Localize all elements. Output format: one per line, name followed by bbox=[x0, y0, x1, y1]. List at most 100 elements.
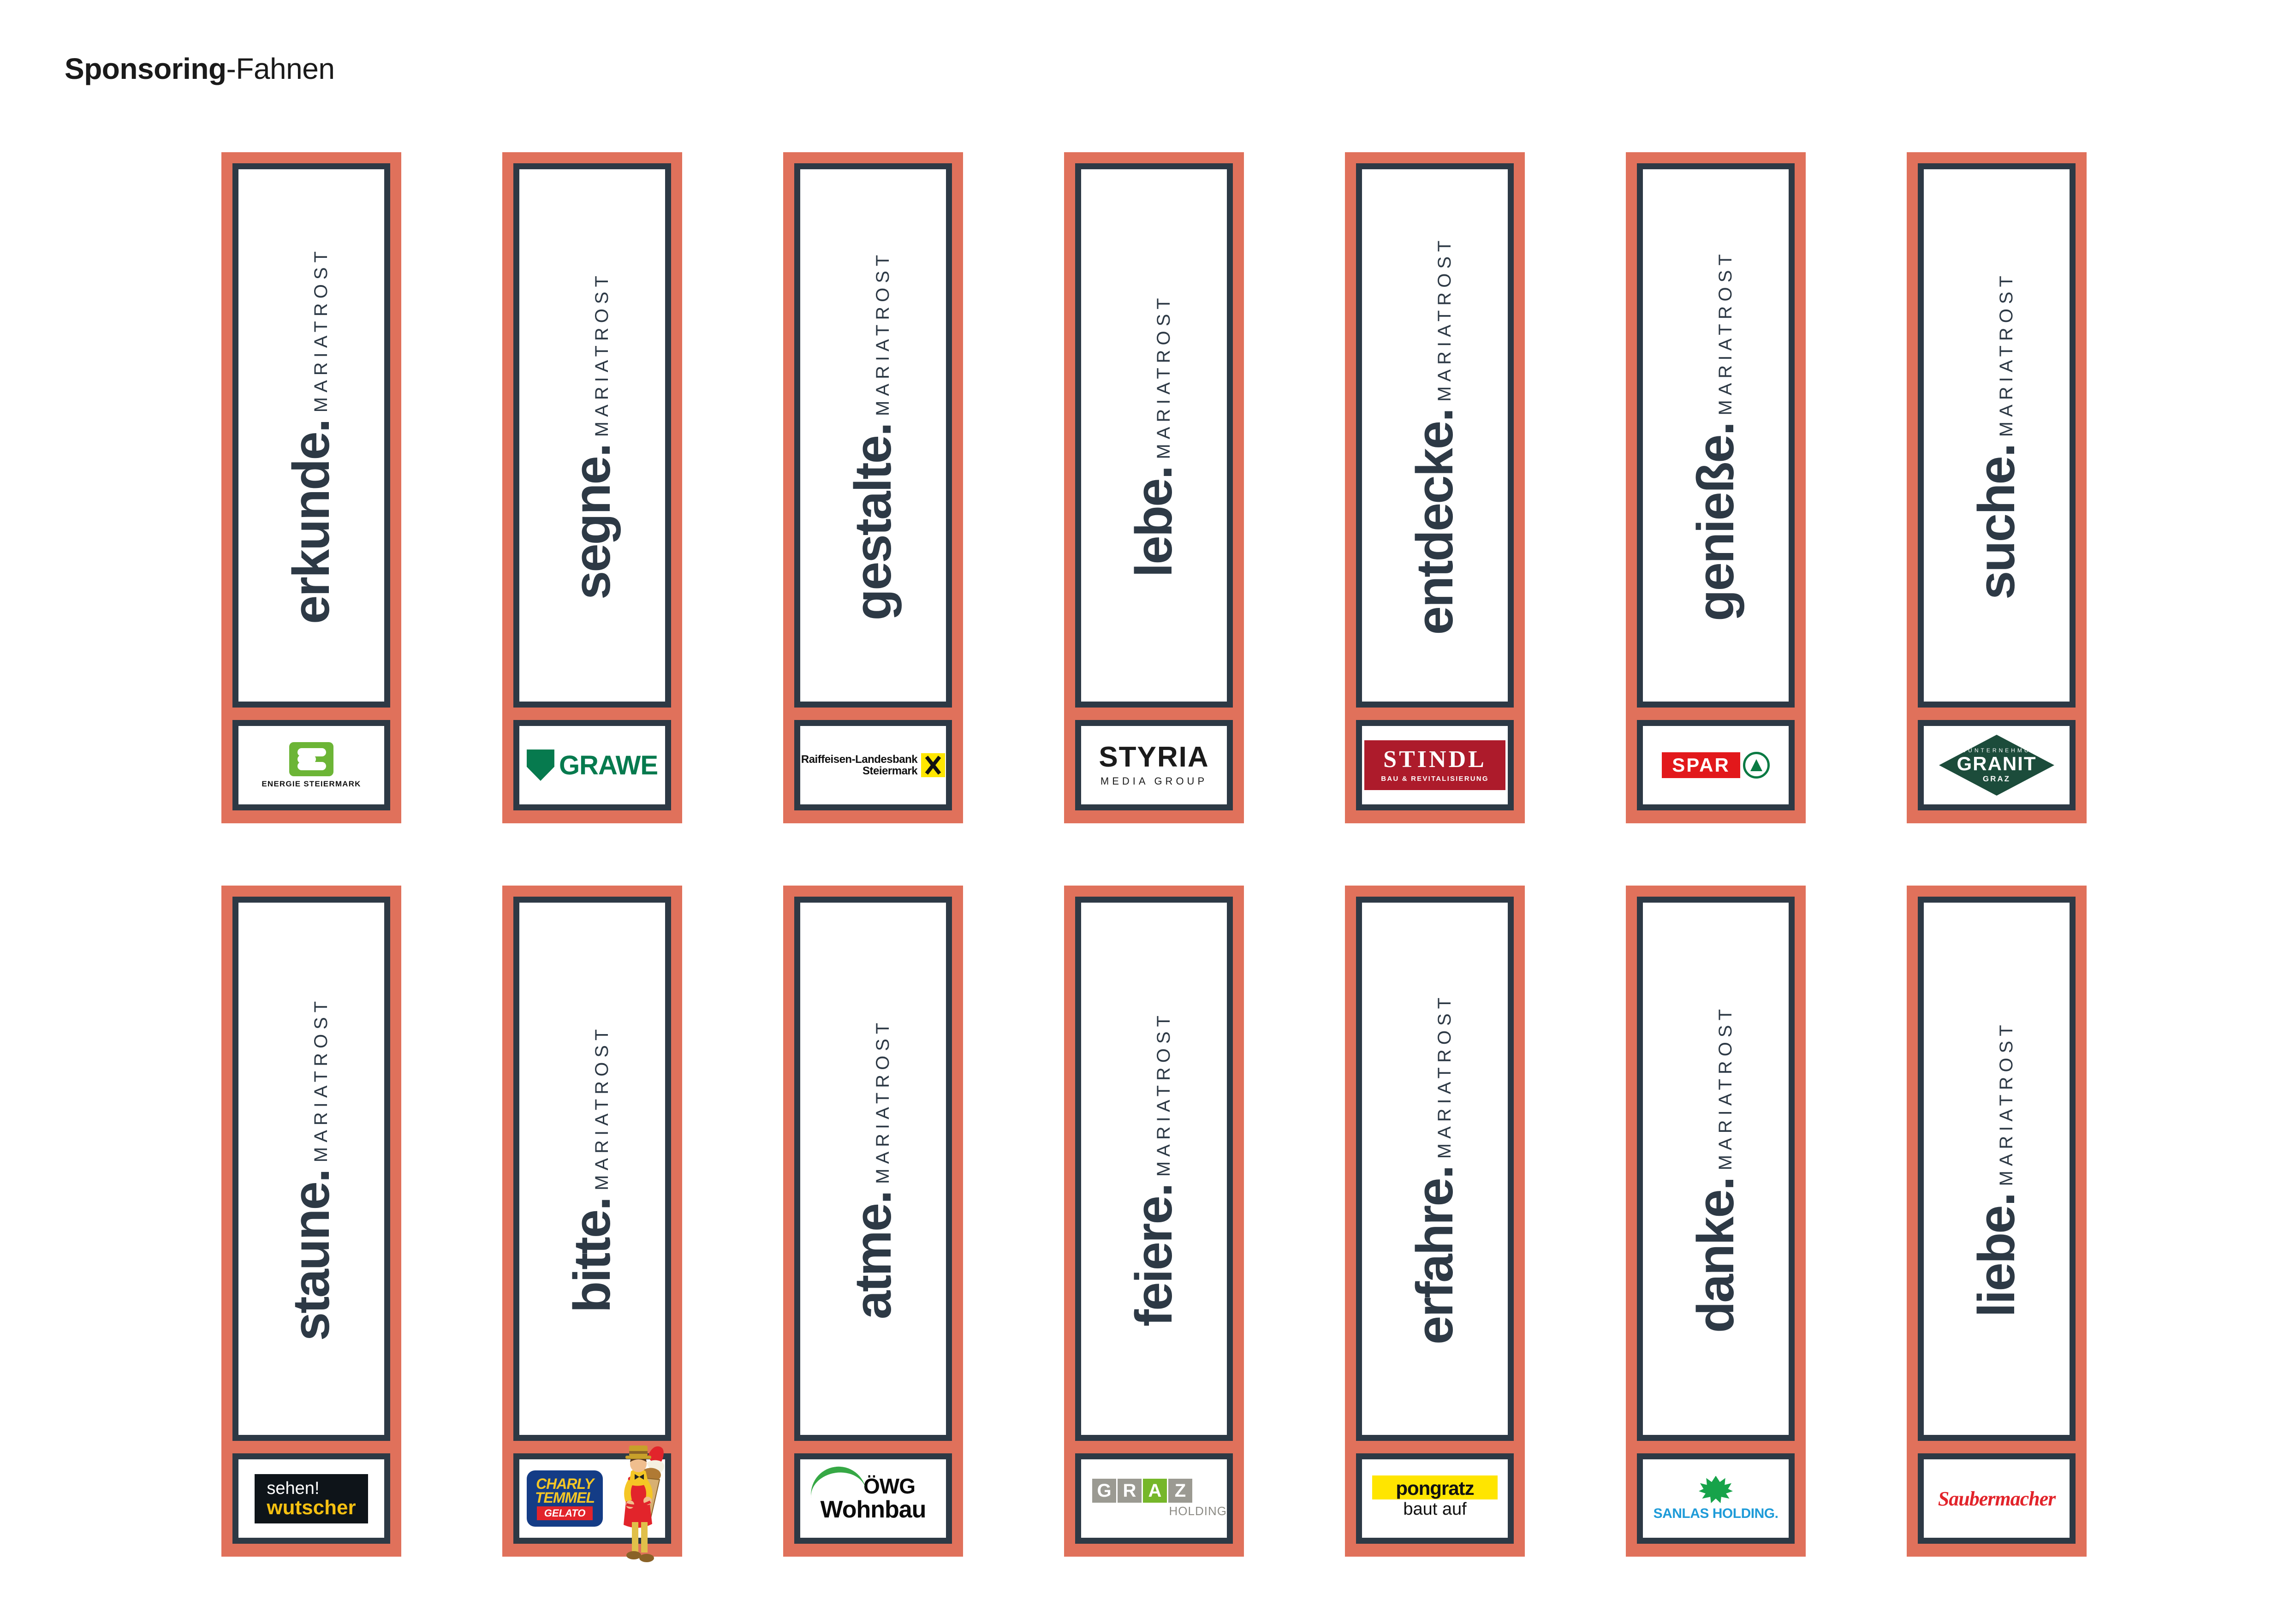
banner-subtitle: MARIATROST bbox=[311, 996, 331, 1163]
banner-slogan: staune. MARIATROST bbox=[282, 903, 340, 1435]
banner-lebe[interactable]: lebe. MARIATROST STYRIA MEDIA GROUP bbox=[1064, 152, 1244, 823]
granit-diamond-icon: BAUUNTERNEHMUNG GRANIT GRAZ bbox=[1939, 735, 2054, 796]
owg-line2: Wohnbau bbox=[820, 1496, 927, 1523]
temmel-box: CHARLY TEMMEL GELATO bbox=[527, 1470, 603, 1527]
sponsor-logo-panel: STINDL BAU & REVITALISIERUNG bbox=[1356, 720, 1514, 810]
banner-slogan: gestalte. MARIATROST bbox=[844, 169, 902, 702]
spar-logo: SPAR bbox=[1643, 726, 1789, 804]
pongratz-logo: pongratz baut auf bbox=[1362, 1459, 1508, 1538]
sponsor-logo-panel: SANLAS HOLDING. bbox=[1637, 1453, 1795, 1544]
raiffeisen-gable-cross-icon bbox=[921, 753, 946, 777]
sponsor-logo-panel: CHARLY TEMMEL GELATO bbox=[513, 1445, 671, 1562]
banner-word: genieße. bbox=[1687, 422, 1744, 621]
banner-atme[interactable]: atme. MARIATROST ÖWG Wohnbau bbox=[783, 886, 963, 1557]
banner-word: suche. bbox=[1968, 444, 2025, 600]
banner-main-panel: suche. MARIATROST bbox=[1918, 163, 2076, 708]
graz-letter-a: A bbox=[1143, 1479, 1167, 1503]
banner-main-panel: lebe. MARIATROST bbox=[1075, 163, 1233, 708]
sponsor-logo-panel: sehen! wutscher bbox=[232, 1453, 390, 1544]
banner-grid: erkunde. MARIATROST ENERGIE STEIERMARK s… bbox=[0, 152, 2296, 1568]
raiffeisen-logo: Raiffeisen-Landesbank Steiermark bbox=[800, 726, 946, 804]
banner-liebe[interactable]: liebe. MARIATROST Saubermacher bbox=[1907, 886, 2087, 1557]
banner-word: gestalte. bbox=[844, 423, 902, 621]
banner-main-panel: liebe. MARIATROST bbox=[1918, 897, 2076, 1441]
pongratz-box: pongratz baut auf bbox=[1372, 1475, 1498, 1522]
stindl-box: STINDL BAU & REVITALISIERUNG bbox=[1364, 740, 1505, 790]
banner-subtitle: MARIATROST bbox=[1434, 993, 1455, 1159]
sponsor-logo-panel: Saubermacher bbox=[1918, 1453, 2076, 1544]
banner-subtitle: MARIATROST bbox=[1996, 1020, 2016, 1186]
sponsor-logo-panel: Raiffeisen-Landesbank Steiermark bbox=[794, 720, 952, 810]
saubermacher-logo: Saubermacher bbox=[1924, 1459, 2070, 1538]
sanlas-label: SANLAS HOLDING. bbox=[1653, 1505, 1779, 1521]
spar-fir-tree-icon bbox=[1743, 752, 1770, 779]
banner-slogan: suche. MARIATROST bbox=[1968, 169, 2025, 702]
spar-label: SPAR bbox=[1672, 754, 1730, 776]
banner-main-panel: atme. MARIATROST bbox=[794, 897, 952, 1441]
sponsor-logo-panel: BAUUNTERNEHMUNG GRANIT GRAZ bbox=[1918, 720, 2076, 810]
banner-danke[interactable]: danke. MARIATROST SANLAS HOLDING. bbox=[1626, 886, 1806, 1557]
styria-media-group-logo: STYRIA MEDIA GROUP bbox=[1081, 726, 1227, 804]
owg-line1: ÖWG bbox=[863, 1474, 916, 1498]
banner-gestalte[interactable]: gestalte. MARIATROST Raiffeisen-Landesba… bbox=[783, 152, 963, 823]
banner-entdecke[interactable]: entdecke. MARIATROST STINDL BAU & REVITA… bbox=[1345, 152, 1525, 823]
wutscher-box: sehen! wutscher bbox=[255, 1474, 368, 1523]
styria-line1: STYRIA bbox=[1099, 741, 1209, 773]
banner-main-panel: gestalte. MARIATROST bbox=[794, 163, 952, 708]
banner-row-2: staune. MARIATROST sehen! wutscher bitte… bbox=[0, 886, 2296, 1568]
banner-main-panel: staune. MARIATROST bbox=[232, 897, 390, 1441]
banner-row-1: erkunde. MARIATROST ENERGIE STEIERMARK s… bbox=[0, 152, 2296, 835]
grawe-shield-icon bbox=[526, 750, 554, 781]
raiffeisen-line1: Raiffeisen-Landesbank bbox=[801, 753, 918, 766]
banner-suche[interactable]: suche. MARIATROST BAUUNTERNEHMUNG GRANIT… bbox=[1907, 152, 2087, 823]
banner-word: atme. bbox=[844, 1191, 902, 1320]
banner-slogan: atme. MARIATROST bbox=[844, 903, 902, 1435]
banner-main-panel: genieße. MARIATROST bbox=[1637, 163, 1795, 708]
banner-subtitle: MARIATROST bbox=[592, 271, 612, 437]
banner-erkunde[interactable]: erkunde. MARIATROST ENERGIE STEIERMARK bbox=[221, 152, 401, 823]
banner-main-panel: danke. MARIATROST bbox=[1637, 897, 1795, 1441]
banner-main-panel: feiere. MARIATROST bbox=[1075, 897, 1233, 1441]
granit-line2: GRAZ bbox=[1982, 774, 2011, 783]
banner-erfahre[interactable]: erfahre. MARIATROST pongratz baut auf bbox=[1345, 886, 1525, 1557]
temmel-line3: GELATO bbox=[536, 1506, 593, 1521]
banner-bitte[interactable]: bitte. MARIATROST CHARLY TEMMEL GELATO bbox=[502, 886, 682, 1562]
sponsor-logo-panel: ÖWG Wohnbau bbox=[794, 1453, 952, 1544]
sponsor-logo-panel: G R A Z HOLDING bbox=[1075, 1453, 1233, 1544]
sponsor-logo-panel: ENERGIE STEIERMARK bbox=[232, 720, 390, 810]
oewg-wohnbau-logo: ÖWG Wohnbau bbox=[800, 1459, 946, 1538]
banner-word: liebe. bbox=[1968, 1193, 2025, 1317]
graz-letter-r: R bbox=[1118, 1479, 1142, 1503]
banner-subtitle: MARIATROST bbox=[311, 246, 331, 413]
banner-geniesse[interactable]: genieße. MARIATROST SPAR bbox=[1626, 152, 1806, 823]
banner-word: staune. bbox=[282, 1170, 340, 1341]
energie-label: ENERGIE STEIERMARK bbox=[262, 779, 361, 788]
graz-holding-logo: G R A Z HOLDING bbox=[1081, 1459, 1227, 1538]
banner-staune[interactable]: staune. MARIATROST sehen! wutscher bbox=[221, 886, 401, 1557]
pongratz-line2: baut auf bbox=[1372, 1499, 1498, 1522]
banner-feiere[interactable]: feiere. MARIATROST G R A Z HOLDING bbox=[1064, 886, 1244, 1557]
banner-slogan: danke. MARIATROST bbox=[1687, 903, 1744, 1435]
banner-slogan: liebe. MARIATROST bbox=[1968, 903, 2025, 1435]
banner-subtitle: MARIATROST bbox=[1715, 1004, 1736, 1171]
banner-word: segne. bbox=[563, 444, 621, 600]
granit-line1: GRANIT bbox=[1957, 752, 2037, 774]
stindl-line2: BAU & REVITALISIERUNG bbox=[1381, 775, 1489, 783]
raiffeisen-line2: Steiermark bbox=[862, 765, 918, 777]
grawe-label: GRAWE bbox=[559, 750, 658, 780]
banner-slogan: entdecke. MARIATROST bbox=[1406, 169, 1463, 702]
graz-letter-z: Z bbox=[1168, 1479, 1192, 1503]
wutscher-line1: sehen! bbox=[267, 1478, 320, 1498]
banner-slogan: genieße. MARIATROST bbox=[1687, 169, 1744, 702]
page-title: Sponsoring-Fahnen bbox=[65, 52, 335, 86]
wutscher-line2: wutscher bbox=[267, 1496, 356, 1519]
sponsor-logo-panel: STYRIA MEDIA GROUP bbox=[1075, 720, 1233, 810]
banner-segne[interactable]: segne. MARIATROST GRAWE bbox=[502, 152, 682, 823]
grawe-logo: GRAWE bbox=[519, 726, 665, 804]
page-title-rest: -Fahnen bbox=[226, 52, 335, 85]
banner-slogan: lebe. MARIATROST bbox=[1125, 169, 1183, 702]
banner-main-panel: erkunde. MARIATROST bbox=[232, 163, 390, 708]
sehen-wutscher-logo: sehen! wutscher bbox=[238, 1459, 384, 1538]
banner-word: bitte. bbox=[563, 1197, 621, 1313]
sanlas-leaf-icon bbox=[1699, 1475, 1733, 1504]
